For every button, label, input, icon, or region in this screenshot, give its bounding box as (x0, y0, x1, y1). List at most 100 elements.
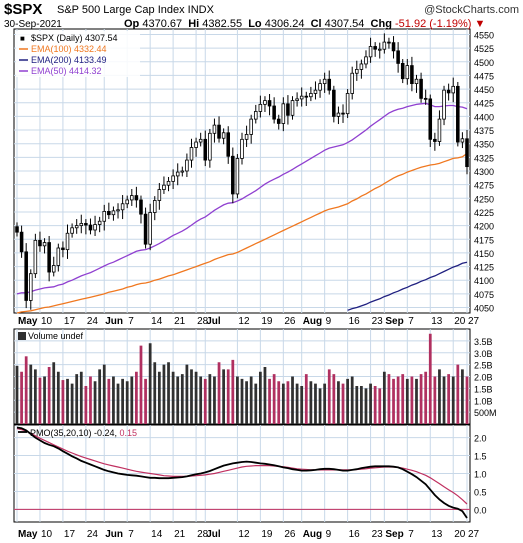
volume-bar (327, 369, 331, 424)
pmo-signal-value: 0.15 (120, 428, 138, 438)
price-x-tick-label: 16 (349, 316, 361, 327)
volume-bar (130, 376, 134, 424)
volume-bar (263, 367, 267, 424)
candle-body (175, 171, 180, 177)
candle-body (313, 89, 318, 94)
price-tick-label: 4125 (474, 263, 494, 273)
volume-bar (268, 378, 271, 424)
low-value: 4306.24 (264, 18, 305, 30)
price-x-tick-label: 17 (64, 316, 76, 327)
volume-legend-swatch (18, 332, 26, 340)
candle-body (368, 46, 373, 58)
candle-body (364, 56, 368, 65)
volume-bar (401, 374, 405, 424)
volume-bar (194, 371, 198, 424)
volume-bar (346, 378, 349, 424)
volume-bar (314, 383, 317, 424)
pmo-x-tick-label: 14 (151, 529, 163, 540)
volume-bar (61, 380, 65, 424)
volume-bar (135, 371, 138, 424)
candle-body (171, 175, 175, 182)
pmo-x-tick-label: 16 (349, 529, 361, 540)
volume-bar (231, 359, 235, 424)
candle-body (88, 224, 93, 231)
quote-date: 30-Sep-2021 (4, 19, 62, 30)
volume-bar (144, 378, 147, 424)
high-label: Hi (188, 18, 200, 30)
price-x-tick-label: 10 (41, 316, 53, 327)
pmo-x-tick-label: 12 (238, 529, 250, 540)
candle-body (198, 138, 203, 143)
volume-bar (70, 383, 74, 424)
candle-body (281, 103, 286, 124)
price-tick-label: 4100 (474, 276, 494, 286)
stockcharts-credit[interactable]: @StockCharts.com (424, 4, 519, 16)
change-value: -51.92 (-1.19%) (395, 18, 472, 30)
candle-body (189, 147, 194, 161)
candle-body (166, 180, 171, 186)
price-x-tick-label: 26 (284, 316, 296, 327)
volume-bar (355, 386, 359, 424)
candle-body (304, 95, 309, 98)
volume-bar (20, 371, 23, 424)
candle-body (433, 138, 437, 142)
candle-body (446, 89, 451, 94)
volume-bar (89, 376, 92, 424)
price-x-tick-label: 20 (454, 316, 466, 327)
price-tick-label: 4150 (474, 249, 494, 259)
candle-body (180, 170, 185, 173)
volume-bar (245, 381, 248, 424)
legend-entry: EMA(200) 4133.49 (31, 55, 107, 65)
candle-body (19, 231, 24, 253)
volume-tick-label: 1.0B (474, 396, 493, 406)
price-x-tick-label: 28 (197, 316, 209, 327)
volume-bar (98, 369, 102, 424)
candle-body (391, 42, 396, 52)
volume-bar (66, 378, 69, 424)
volume-bar (213, 376, 216, 424)
price-tick-label: 4200 (474, 222, 494, 232)
volume-bar (249, 376, 253, 424)
candle-body (359, 63, 364, 70)
pmo-x-tick-label: May (18, 529, 38, 540)
candle-body (253, 111, 258, 120)
candle-body (111, 210, 116, 216)
volume-tick-label: 2.5B (474, 361, 493, 371)
candle-body (217, 124, 221, 139)
volume-bar (52, 362, 56, 424)
candle-body (355, 69, 359, 74)
candle-body (240, 138, 244, 159)
pmo-x-tick-label: 17 (64, 529, 76, 540)
price-x-tick-label: 27 (468, 316, 480, 327)
price-x-tick-label: Jul (206, 316, 221, 327)
price-tick-label: 4450 (474, 85, 494, 95)
candle-body (61, 247, 65, 251)
volume-tick-label: 2.0B (474, 373, 493, 383)
price-tick-label: 4175 (474, 235, 494, 245)
price-tick-label: 4425 (474, 99, 494, 109)
volume-bar (350, 376, 354, 424)
volume-bar (419, 374, 423, 424)
candle-body (244, 134, 249, 140)
change-label: Chg (370, 18, 392, 30)
volume-bar (300, 386, 304, 424)
candle-body (332, 89, 336, 117)
candle-body (272, 105, 276, 120)
price-tick-label: 4275 (474, 181, 494, 191)
volume-bar (415, 378, 418, 424)
price-tick-label: 4525 (474, 44, 494, 54)
candle-body (387, 41, 391, 44)
pmo-x-tick-label: Aug (303, 529, 322, 540)
volume-bar (456, 364, 460, 424)
candle-body (157, 189, 162, 201)
price-x-tick-label: 9 (326, 316, 332, 327)
volume-bar (107, 378, 111, 424)
volume-bar (102, 364, 106, 424)
candle-body (143, 213, 148, 245)
ema50-line (16, 102, 468, 295)
candle-body (377, 48, 382, 51)
legend-swatch: ■ (20, 34, 25, 43)
pmo-x-tick-label: Sep (385, 529, 403, 540)
price-tick-label: 4050 (474, 304, 494, 314)
candle-body (212, 124, 217, 134)
